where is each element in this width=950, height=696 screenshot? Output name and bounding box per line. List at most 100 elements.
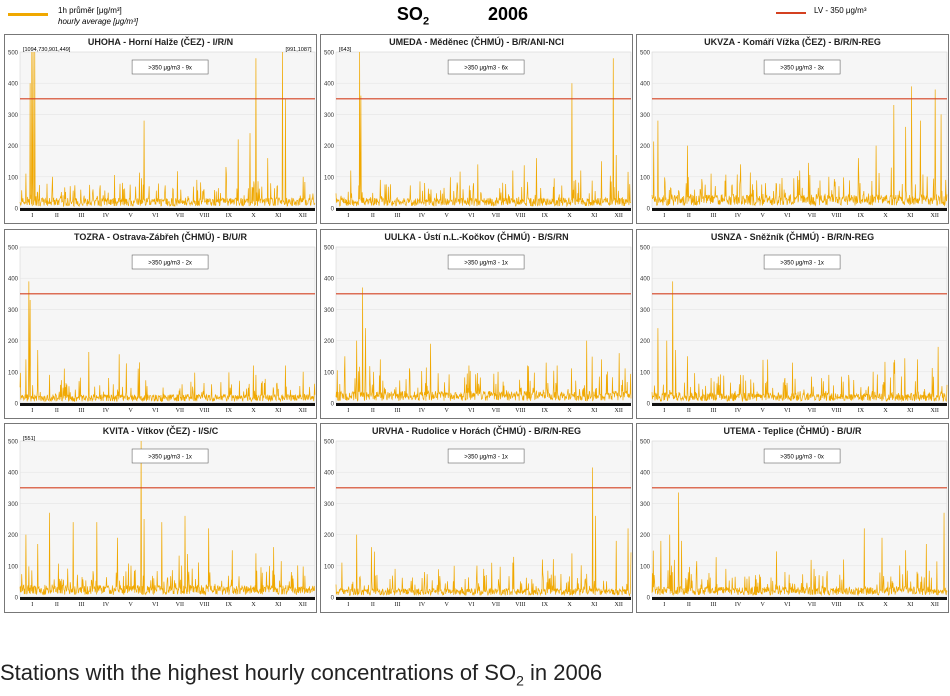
month-label: VII [176, 408, 184, 414]
month-label: V [444, 602, 449, 608]
limit-legend-swatch [776, 12, 806, 14]
y-tick-label: 200 [8, 339, 19, 345]
month-label: VII [492, 602, 500, 608]
month-label: XI [907, 602, 913, 608]
y-tick-label: 200 [640, 533, 651, 539]
x-axis-bar [20, 403, 315, 406]
month-label: IV [419, 213, 426, 219]
y-tick-label: 400 [640, 471, 651, 477]
month-label: III [394, 602, 400, 608]
y-tick-label: 300 [324, 308, 335, 314]
month-label: XI [275, 408, 281, 414]
month-label: I [31, 213, 33, 219]
y-tick-label: 0 [331, 207, 335, 213]
y-tick-label: 0 [647, 402, 651, 408]
month-label: VIII [831, 213, 841, 219]
exceedance-label: >350 μg/m3 - 2x [148, 261, 192, 267]
month-label: VII [808, 213, 816, 219]
offscale-peak-label: [643] [339, 47, 352, 53]
month-label: X [251, 408, 256, 414]
month-label: II [687, 408, 691, 414]
month-label: IV [103, 408, 110, 414]
month-label: IV [735, 408, 742, 414]
exceedance-label: >350 μg/m3 - 1x [464, 261, 508, 267]
series-line [19, 51, 316, 208]
offscale-peak-label: [1094,730,901,449] [23, 47, 71, 53]
month-label: IV [103, 602, 110, 608]
series-legend-label-en: hourly average [μg/m³] [58, 17, 138, 26]
month-label: V [760, 408, 765, 414]
y-tick-label: 500 [8, 51, 19, 57]
y-tick-label: 400 [324, 82, 335, 88]
exceedance-box [763, 448, 841, 464]
month-label: XI [275, 213, 281, 219]
month-label: I [663, 602, 665, 608]
x-axis-bar [652, 403, 947, 406]
plot-area [651, 440, 948, 598]
series-line [19, 440, 316, 596]
y-tick-label: 200 [8, 533, 19, 539]
series-line [335, 51, 632, 208]
exceedance-box [447, 448, 525, 464]
month-label: III [394, 213, 400, 219]
month-label: VII [808, 408, 816, 414]
y-tick-label: 300 [8, 502, 19, 508]
series-line [19, 281, 316, 403]
series-line [651, 492, 948, 597]
exceedance-box [447, 254, 525, 270]
y-tick-label: 400 [324, 277, 335, 283]
month-label: VIII [199, 213, 209, 219]
y-tick-label: 100 [640, 370, 651, 376]
month-label: X [567, 602, 572, 608]
exceedance-box [763, 254, 841, 270]
month-label: III [78, 213, 84, 219]
plot-area [335, 246, 632, 404]
y-tick-label: 500 [324, 51, 335, 57]
y-tick-label: 100 [324, 564, 335, 570]
y-tick-label: 300 [324, 113, 335, 119]
month-label: III [78, 408, 84, 414]
y-tick-label: 500 [324, 246, 335, 252]
month-label: VII [176, 602, 184, 608]
y-tick-label: 400 [8, 277, 19, 283]
month-label: VI [468, 602, 474, 608]
month-label: VIII [515, 213, 525, 219]
month-label: II [55, 408, 59, 414]
y-tick-label: 100 [640, 175, 651, 181]
month-label: IX [858, 602, 865, 608]
month-label: VI [468, 408, 474, 414]
month-label: XII [299, 213, 307, 219]
y-tick-label: 500 [8, 440, 19, 446]
month-label: XII [299, 602, 307, 608]
y-tick-label: 100 [324, 175, 335, 181]
month-label: I [347, 213, 349, 219]
x-axis-bar [336, 403, 631, 406]
month-label: VI [784, 602, 790, 608]
station-chart: UULKA - Ústí n.L.-Kočkov (ČHMÚ) - B/S/RN… [320, 229, 633, 419]
x-axis-bar [652, 597, 947, 600]
month-label: VII [492, 408, 500, 414]
month-label: IV [419, 602, 426, 608]
month-label: IX [542, 602, 549, 608]
month-label: VI [784, 213, 790, 219]
y-tick-label: 100 [640, 564, 651, 570]
y-tick-label: 300 [8, 113, 19, 119]
chart-title: KVITA - Vítkov (ČEZ) - I/S/C [103, 425, 219, 436]
chart-title: UTEMA - Teplice (ČHMÚ) - B/U/R [724, 425, 862, 436]
limit-legend: LV - 350 μg/m³ [770, 4, 930, 22]
series-line [335, 287, 632, 402]
series-line [335, 467, 632, 597]
chart-title: UULKA - Ústí n.L.-Kočkov (ČHMÚ) - B/S/RN [384, 231, 568, 242]
exceedance-label: >350 μg/m3 - 3x [780, 66, 824, 72]
y-tick-label: 300 [324, 502, 335, 508]
month-label: V [128, 408, 133, 414]
month-label: I [347, 408, 349, 414]
station-chart: KVITA - Vítkov (ČEZ) - I/S/C 0 100 200 300 40… [4, 423, 317, 613]
y-tick-label: 300 [640, 502, 651, 508]
pollutant-title: SO2 [370, 1, 456, 28]
month-label: X [251, 602, 256, 608]
month-label: V [128, 213, 133, 219]
y-tick-label: 300 [8, 308, 19, 314]
month-label: XII [299, 408, 307, 414]
x-axis-bar [20, 208, 315, 211]
